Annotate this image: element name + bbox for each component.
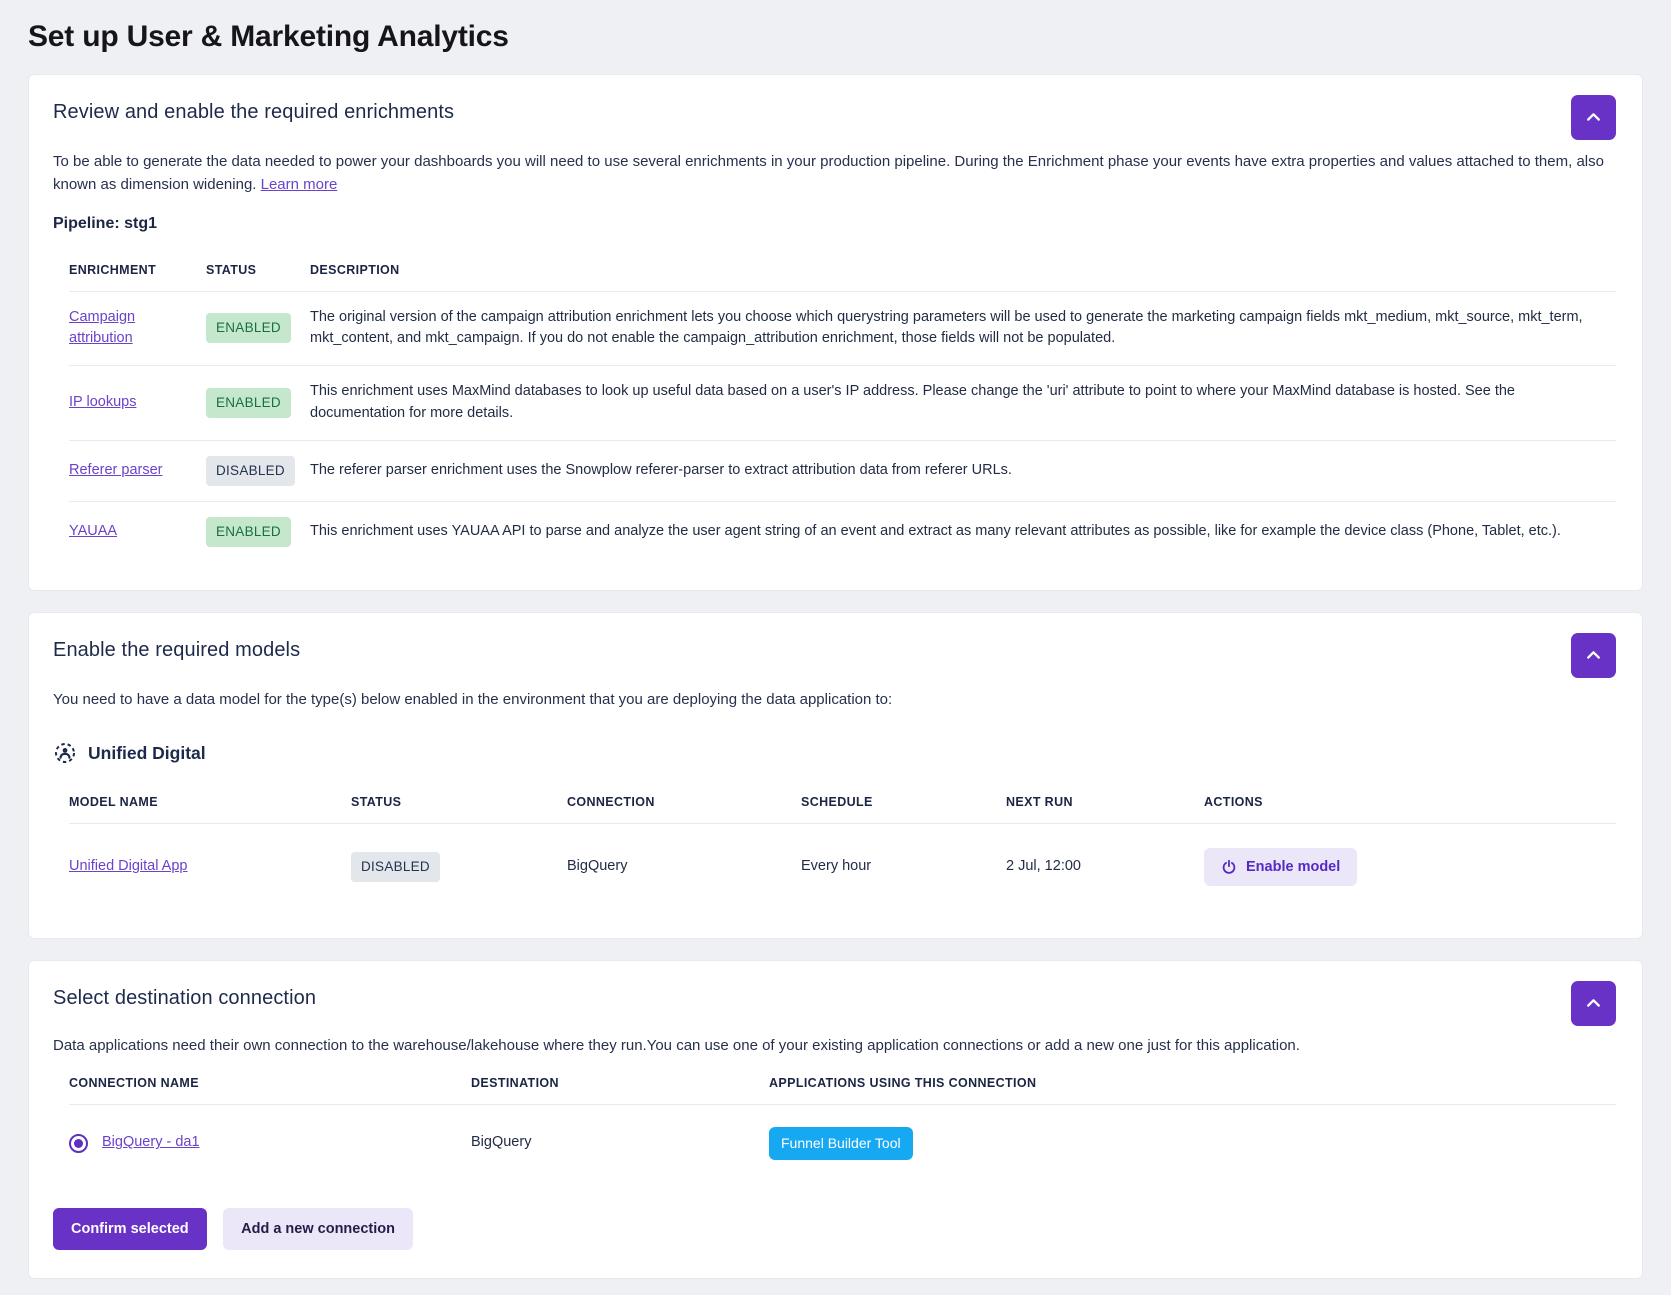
enrichment-link-ip-lookups[interactable]: IP lookups	[69, 393, 137, 410]
table-header: CONNECTION NAME DESTINATION APPLICATIONS…	[69, 1060, 1616, 1105]
enrichment-link-referer-parser[interactable]: Referer parser	[69, 461, 163, 478]
enable-model-label: Enable model	[1246, 859, 1341, 876]
power-icon	[1221, 859, 1237, 875]
model-schedule: Every hour	[801, 858, 872, 875]
card-title: Select destination connection	[53, 987, 317, 1010]
page-title: Set up User & Marketing Analytics	[28, 20, 509, 53]
card-title: Enable the required models	[53, 639, 301, 661]
table-row: IP lookups ENABLED This enrichment uses …	[69, 366, 1616, 441]
table-row: Unified Digital App DISABLED BigQuery Ev…	[69, 824, 1616, 910]
card-intro: You need to have a data model for the ty…	[53, 691, 893, 708]
enrichment-description: The referer parser enrichment uses the S…	[310, 461, 1012, 478]
chevron-up-icon	[1584, 994, 1603, 1013]
connections-card: Select destination connection Data appli…	[28, 960, 1643, 1279]
table-row: YAUAA ENABLED This enrichment uses YAUAA…	[69, 502, 1616, 562]
connection-radio[interactable]	[69, 1133, 88, 1153]
column-header-actions: ACTIONS	[1204, 795, 1263, 810]
connection-link-bigquery-da1[interactable]: BigQuery - da1	[102, 1134, 200, 1151]
enrichments-table: ENRICHMENT STATUS DESCRIPTION Campaign a…	[53, 247, 1616, 563]
card-intro: To be able to generate the data needed t…	[53, 150, 1613, 197]
status-badge: DISABLED	[206, 455, 295, 486]
column-header-next-run: NEXT RUN	[1006, 795, 1073, 810]
enrichments-card: Review and enable the required enrichmen…	[28, 74, 1643, 591]
collapse-button[interactable]	[1571, 981, 1616, 1027]
status-badge: ENABLED	[206, 516, 291, 547]
status-badge: ENABLED	[206, 387, 291, 418]
column-header-enrichment: ENRICHMENT	[69, 262, 157, 277]
unified-digital-section: Unified Digital	[53, 741, 1616, 765]
application-badge: Funnel Builder Tool	[769, 1126, 913, 1160]
pipeline-label: Pipeline: stg1	[53, 214, 158, 232]
model-connection: BigQuery	[567, 858, 628, 875]
enrichment-description: This enrichment uses MaxMind databases t…	[310, 383, 1515, 421]
enrichment-description: The original version of the campaign att…	[310, 308, 1583, 347]
column-header-description: DESCRIPTION	[310, 262, 400, 277]
enable-model-button[interactable]: Enable model	[1204, 848, 1358, 887]
connection-destination: BigQuery	[471, 1134, 532, 1151]
table-header: ENRICHMENT STATUS DESCRIPTION	[69, 247, 1616, 292]
column-header-status: STATUS	[351, 795, 402, 810]
section-title: Unified Digital	[88, 742, 206, 763]
card-intro: Data applications need their own connect…	[53, 1037, 1300, 1055]
table-header: MODEL NAME STATUS CONNECTION SCHEDULE NE…	[69, 779, 1616, 825]
models-card: Enable the required models You need to h…	[28, 612, 1643, 940]
column-header-status: STATUS	[206, 262, 257, 277]
connections-table: CONNECTION NAME DESTINATION APPLICATIONS…	[53, 1060, 1616, 1182]
unified-digital-icon	[53, 741, 77, 765]
table-row: Referer parser DISABLED The referer pars…	[69, 441, 1616, 502]
button-row: Confirm selected Add a new connection	[53, 1207, 1616, 1250]
enrichment-description: This enrichment uses YAUAA API to parse …	[310, 523, 1561, 539]
model-next-run: 2 Jul, 12:00	[1006, 858, 1081, 875]
collapse-button[interactable]	[1571, 633, 1616, 678]
table-row: Campaign attribution ENABLED The origina…	[69, 292, 1616, 366]
status-badge: DISABLED	[351, 852, 440, 883]
chevron-up-icon	[1584, 108, 1603, 127]
column-header-destination: DESTINATION	[471, 1075, 559, 1090]
chevron-up-icon	[1584, 646, 1603, 665]
column-header-schedule: SCHEDULE	[801, 795, 873, 810]
intro-text: To be able to generate the data needed t…	[53, 153, 1604, 194]
add-new-connection-button[interactable]: Add a new connection	[223, 1207, 413, 1250]
column-header-connection-name: CONNECTION NAME	[69, 1075, 199, 1090]
collapse-button[interactable]	[1571, 95, 1616, 140]
table-row: BigQuery - da1 BigQuery Funnel Builder T…	[69, 1105, 1616, 1182]
status-badge: ENABLED	[206, 313, 291, 344]
enrichment-link-yauaa[interactable]: YAUAA	[69, 523, 118, 539]
model-link-unified-digital-app[interactable]: Unified Digital App	[69, 858, 188, 875]
column-header-connection: CONNECTION	[567, 795, 655, 810]
models-table: MODEL NAME STATUS CONNECTION SCHEDULE NE…	[53, 779, 1616, 910]
confirm-selected-button[interactable]: Confirm selected	[53, 1207, 207, 1250]
column-header-applications: APPLICATIONS USING THIS CONNECTION	[769, 1075, 1037, 1090]
radio-dot	[74, 1138, 83, 1148]
learn-more-link[interactable]: Learn more	[260, 176, 338, 194]
card-title: Review and enable the required enrichmen…	[53, 101, 455, 123]
column-header-model-name: MODEL NAME	[69, 795, 158, 810]
enrichment-link-campaign-attribution[interactable]: Campaign attribution	[69, 308, 136, 347]
